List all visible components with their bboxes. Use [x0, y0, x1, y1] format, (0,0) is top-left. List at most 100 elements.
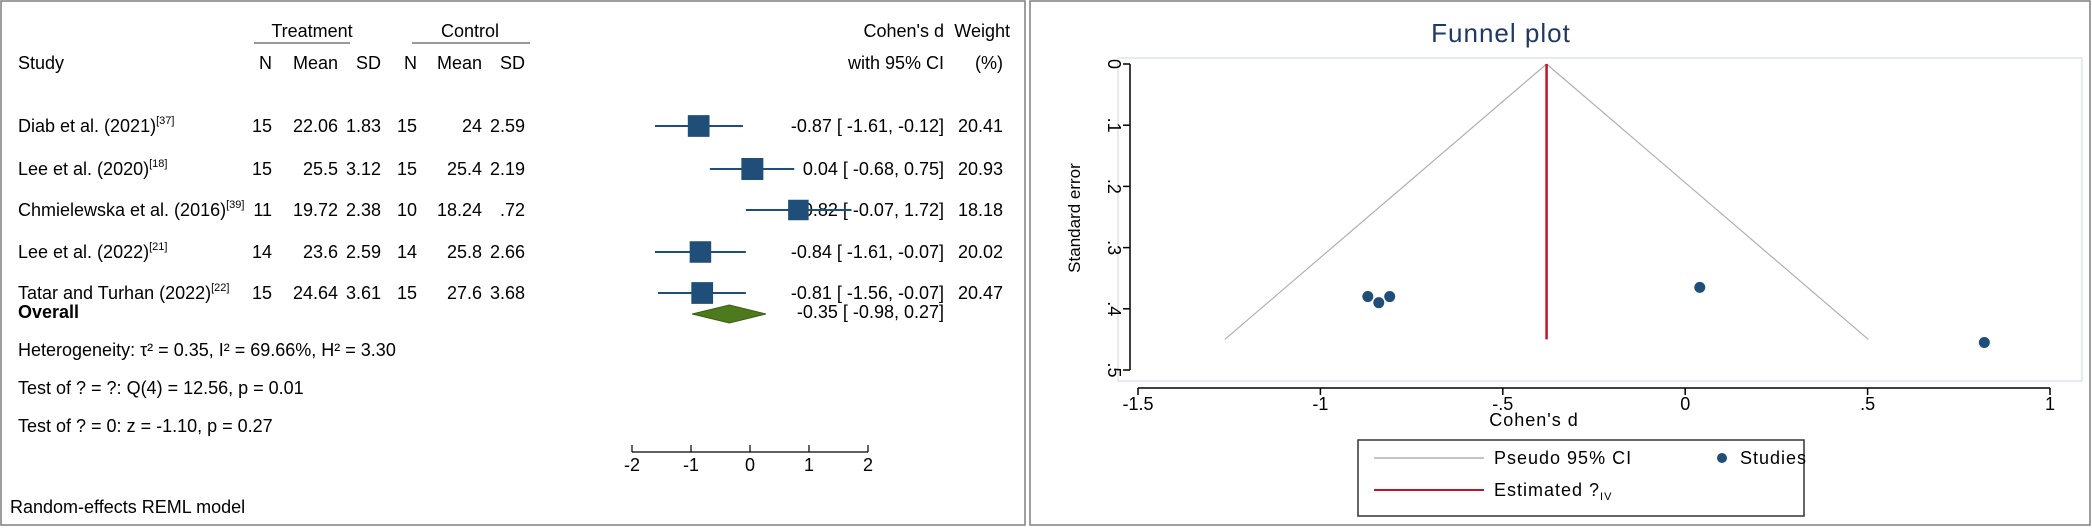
header-treatment-n: N: [259, 53, 272, 73]
funnel-x-tick-label: -1.5: [1122, 394, 1153, 414]
legend-studies-label: Studies: [1740, 448, 1807, 468]
overall-ci-text: -0.35 [ -0.98, 0.27]: [797, 302, 944, 322]
funnel-y-label: Standard error: [1065, 163, 1084, 273]
legend-estimated-label: Estimated ?IV: [1494, 480, 1612, 503]
study-effect-marker: [741, 158, 764, 180]
treatment-sd: 3.61: [346, 283, 381, 303]
funnel-y-tick-label: .3: [1104, 240, 1124, 255]
header-control-mean: Mean: [437, 53, 482, 73]
study-point: [1978, 336, 1990, 348]
treatment-mean: 25.5: [303, 159, 338, 179]
weight-value: 20.41: [958, 116, 1003, 136]
study-effect-marker: [691, 282, 714, 304]
treatment-sd: 3.12: [346, 159, 381, 179]
study-row: Tatar and Turhan (2022)[22] 15 24.64 3.61 15…: [18, 282, 1003, 304]
weight-value: 20.02: [958, 242, 1003, 262]
study-ref: [39]: [226, 199, 244, 211]
study-name: Lee et al. (2020)[18]: [18, 158, 167, 179]
test-zero-text: Test of ? = 0: z = -1.10, p = 0.27: [18, 416, 273, 436]
funnel-x-tick-label: 1: [2045, 394, 2055, 414]
funnel-plot: Funnel plot 0 .1 .2 .3 .4 .5 -1.5 -1 -.5 0 .5 1 Co…: [1029, 0, 2091, 526]
study-row: Diab et al. (2021)[37] 15 22.06 1.83 15 24 2.5…: [18, 115, 1003, 137]
treatment-sd: 1.83: [346, 116, 381, 136]
effect-ci-text: 0.04 [ -0.68, 0.75]: [803, 159, 944, 179]
study-effect-marker: [689, 241, 712, 263]
control-n: 14: [397, 242, 417, 262]
treatment-n: 14: [252, 242, 272, 262]
funnel-y-tick-label: .4: [1104, 301, 1124, 316]
study-name: Lee et al. (2022)[21]: [18, 241, 167, 262]
funnel-y-tick-label: .1: [1104, 118, 1124, 133]
funnel-plot-area: [1117, 57, 2083, 382]
study-effect-marker: [687, 115, 710, 137]
control-sd: 2.59: [490, 116, 525, 136]
study-point: [1362, 291, 1374, 303]
control-mean: 24: [462, 116, 482, 136]
control-sd: .72: [500, 200, 525, 220]
pseudo-ci-left-line: [1224, 63, 1547, 340]
control-n: 15: [397, 159, 417, 179]
control-sd: 2.19: [490, 159, 525, 179]
treatment-sd: 2.59: [346, 242, 381, 262]
header-treatment-mean: Mean: [293, 53, 338, 73]
header-treatment: Treatment: [271, 21, 352, 41]
study-ref: [22]: [211, 282, 229, 294]
header-control-sd: SD: [500, 53, 525, 73]
forest-tick-label: -2: [624, 455, 640, 475]
weight-value: 20.93: [958, 159, 1003, 179]
header-effect-line2: with 95% CI: [847, 53, 944, 73]
study-name: Diab et al. (2021)[37]: [18, 115, 174, 136]
study-ref: [21]: [149, 241, 167, 253]
effect-ci-text: 0.82 [ -0.07, 1.72]: [803, 200, 944, 220]
funnel-x-tick-label: 0: [1680, 394, 1690, 414]
header-weight-line2: (%): [975, 53, 1003, 73]
header-control: Control: [441, 21, 499, 41]
study-point: [1694, 281, 1706, 293]
header-study: Study: [18, 53, 64, 73]
treatment-mean: 23.6: [303, 242, 338, 262]
header-treatment-sd: SD: [356, 53, 381, 73]
legend-ci-label: Pseudo 95% CI: [1494, 448, 1632, 468]
forest-plot: Treatment Control Study N Mean SD N Mean…: [0, 0, 1026, 526]
treatment-n: 15: [252, 159, 272, 179]
treatment-mean: 24.64: [293, 283, 338, 303]
effect-ci-text: -0.84 [ -1.61, -0.07]: [791, 242, 944, 262]
control-mean: 25.8: [447, 242, 482, 262]
funnel-y-tick-label: 0: [1104, 59, 1124, 69]
legend-studies-swatch: [1717, 453, 1727, 463]
pseudo-ci-lines: [1224, 63, 1869, 340]
overall-diamond: [692, 304, 767, 324]
treatment-sd: 2.38: [346, 200, 381, 220]
control-n: 10: [397, 200, 417, 220]
funnel-y-tick-label: .2: [1104, 179, 1124, 194]
forest-rows: Diab et al. (2021)[37] 15 22.06 1.83 15 24 2.5…: [18, 115, 1003, 304]
study-points: [1362, 281, 1990, 348]
study-name: Chmielewska et al. (2016)[39]: [18, 199, 244, 220]
funnel-y-tick-label: .5: [1104, 362, 1124, 377]
control-n: 15: [397, 116, 417, 136]
effect-ci-text: -0.87 [ -1.61, -0.12]: [791, 116, 944, 136]
funnel-x-tick-label: .5: [1860, 394, 1875, 414]
study-effect-marker: [788, 199, 809, 221]
control-mean: 18.24: [437, 200, 482, 220]
funnel-x-tick-label: -1: [1312, 394, 1328, 414]
header-effect-line1: Cohen's d: [864, 21, 945, 41]
study-point: [1384, 291, 1396, 303]
control-n: 15: [397, 283, 417, 303]
funnel-title: Funnel plot: [1431, 18, 1571, 48]
weight-value: 20.47: [958, 283, 1003, 303]
forest-tick-label: -1: [683, 455, 699, 475]
treatment-n: 11: [253, 200, 272, 220]
header-weight-line1: Weight: [954, 21, 1010, 41]
treatment-mean: 19.72: [293, 200, 338, 220]
control-sd: 3.68: [490, 283, 525, 303]
weight-value: 18.18: [958, 200, 1003, 220]
control-mean: 27.6: [447, 283, 482, 303]
treatment-n: 15: [252, 116, 272, 136]
overall-label: Overall: [18, 302, 79, 322]
treatment-mean: 22.06: [293, 116, 338, 136]
forest-tick-label: 2: [863, 455, 873, 475]
heterogeneity-text: Heterogeneity: τ² = 0.35, I² = 69.66%, H…: [18, 340, 396, 360]
